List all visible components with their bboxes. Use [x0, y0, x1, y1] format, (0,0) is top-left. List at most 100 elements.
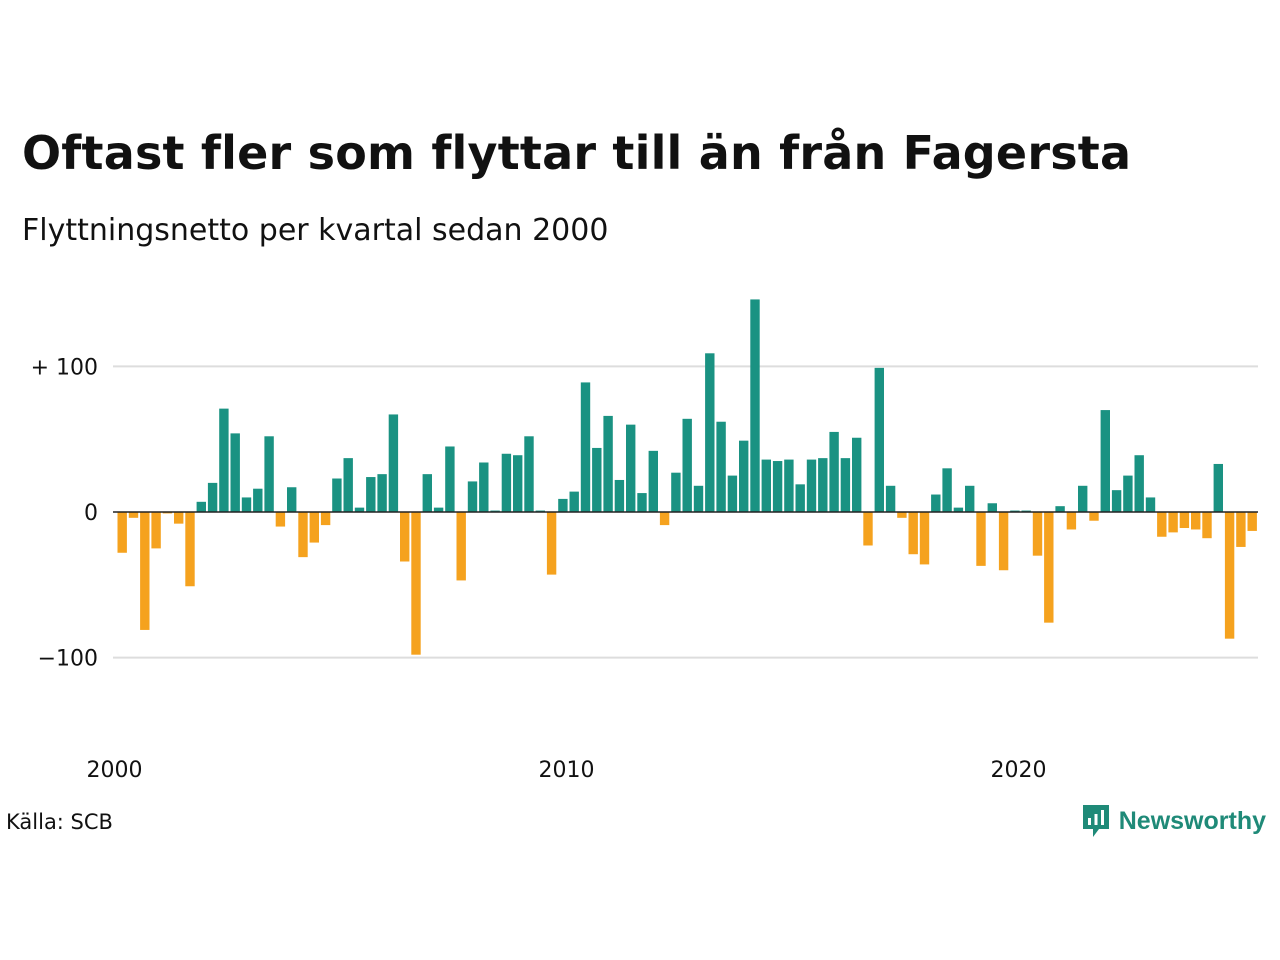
- bar: [1123, 475, 1133, 512]
- bar: [422, 474, 432, 512]
- bar: [750, 299, 760, 512]
- bar: [1089, 512, 1099, 521]
- chart-subtitle: Flyttningsnetto per kvartal sedan 2000: [22, 213, 609, 248]
- bar: [546, 512, 557, 575]
- bar: [716, 421, 726, 512]
- bar: [140, 512, 150, 630]
- bar: [727, 475, 738, 512]
- bar: [354, 507, 365, 512]
- bar: [117, 512, 127, 553]
- bar: [524, 436, 534, 512]
- bar: [614, 479, 625, 512]
- source-label: Källa: SCB: [6, 810, 113, 834]
- bar: [309, 512, 319, 543]
- y-tick-label: 0: [84, 501, 98, 526]
- bar: [174, 512, 184, 524]
- gridlines: [113, 365, 1258, 659]
- bar: [818, 458, 828, 512]
- bar: [219, 408, 229, 512]
- bar: [558, 498, 568, 512]
- y-tick-label: −100: [38, 647, 98, 672]
- bar: [1247, 512, 1257, 531]
- bar: [671, 472, 681, 512]
- bar: [433, 507, 444, 512]
- bar: [1066, 512, 1077, 530]
- bar: [343, 458, 353, 512]
- bar: [196, 501, 206, 512]
- bar: [1134, 455, 1144, 512]
- bar: [603, 415, 613, 512]
- bar: [1236, 512, 1246, 547]
- y-tick-label: + 100: [31, 355, 98, 380]
- bar: [253, 488, 263, 512]
- bar: [965, 485, 975, 512]
- bar: [648, 450, 658, 512]
- bar: [919, 512, 930, 565]
- bar: [513, 455, 523, 512]
- bar: [264, 436, 274, 512]
- bar: [885, 485, 896, 512]
- bar: [388, 414, 399, 512]
- bar: [1213, 463, 1223, 512]
- bar: [874, 367, 884, 512]
- x-tick-label: 2000: [87, 758, 143, 783]
- bar: [287, 487, 297, 512]
- bar: [626, 424, 636, 512]
- bar: [366, 477, 376, 512]
- bar: [467, 481, 478, 512]
- bar: [659, 512, 670, 526]
- bar: [897, 512, 907, 518]
- bar: [445, 446, 455, 512]
- bar: [377, 474, 387, 512]
- bar: [592, 447, 602, 512]
- axes: + 100 0 −100 2000 2010 2020: [31, 355, 1258, 783]
- bar: [761, 459, 771, 512]
- bar: [1224, 512, 1235, 639]
- chart-title: Oftast fler som flyttar till än från Fag…: [22, 126, 1132, 180]
- brand-logo: Newsworthy: [1081, 803, 1266, 839]
- bars: [117, 299, 1257, 655]
- bar: [332, 478, 342, 512]
- bar: [501, 453, 512, 512]
- bar: [400, 512, 410, 562]
- bar: [1100, 410, 1110, 512]
- bar: [207, 482, 218, 512]
- bar: [1168, 512, 1178, 533]
- bar: [1055, 506, 1065, 512]
- bar: [795, 484, 805, 512]
- bar: [456, 512, 466, 581]
- bar: [241, 497, 252, 512]
- bar: [1145, 497, 1156, 512]
- bar: [840, 458, 851, 512]
- bar: [682, 418, 692, 512]
- bar: [411, 512, 421, 655]
- bar: [1032, 512, 1043, 556]
- bar: [772, 461, 783, 512]
- bar: [931, 494, 941, 512]
- bar: [693, 485, 704, 512]
- bar: [987, 503, 997, 512]
- bar: [1179, 512, 1190, 529]
- bar: [953, 507, 964, 512]
- bar: [320, 512, 331, 526]
- x-tick-label: 2010: [539, 758, 595, 783]
- bar: [739, 440, 749, 512]
- bar: [569, 491, 579, 512]
- bar: [1111, 490, 1122, 512]
- bar: [705, 353, 715, 512]
- bar: [784, 459, 794, 512]
- bar: [637, 493, 647, 512]
- bar: [863, 512, 873, 546]
- x-tick-label: 2020: [991, 758, 1047, 783]
- bar: [230, 433, 240, 512]
- bar: [852, 437, 862, 512]
- brand-name: Newsworthy: [1118, 806, 1266, 835]
- bar: [151, 512, 161, 549]
- bar: [1157, 512, 1167, 537]
- bar: [298, 512, 308, 558]
- bar: [1044, 512, 1054, 623]
- bar: [806, 459, 817, 512]
- newsworthy-bar-chart-icon: [1082, 805, 1109, 837]
- bar: [998, 512, 1009, 571]
